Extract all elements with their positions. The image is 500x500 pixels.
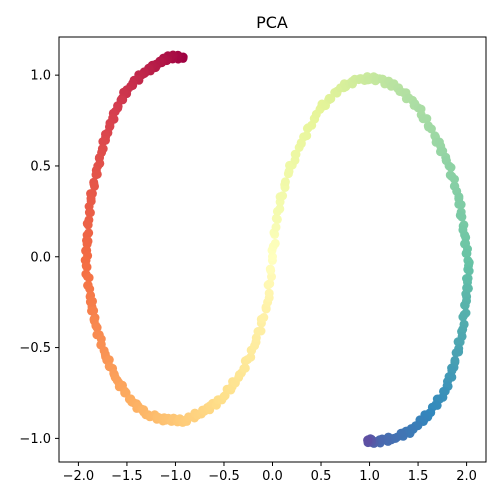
data-point [91,170,101,180]
data-point [256,326,266,336]
x-tick-label: −1.5 [111,469,143,484]
data-point [426,124,436,134]
data-point [268,252,277,262]
scatter-points [80,50,474,448]
data-point [278,191,288,201]
data-point [422,114,432,124]
data-point [461,248,471,258]
data-point [280,177,290,187]
data-point [90,181,99,191]
data-point [464,266,474,276]
data-point [458,312,468,322]
data-point [363,435,373,445]
x-tick-label: 2.0 [456,469,477,484]
chart-title: PCA [256,13,288,32]
x-tick-label: −2.0 [63,469,95,484]
data-point [275,204,285,214]
x-axis: −2.0 −1.5 −1.0 −0.5 0.0 0.5 1.0 1.5 2.0 [63,462,477,484]
data-point [450,174,459,184]
data-point [92,323,102,333]
data-point [246,352,256,362]
data-point [83,220,93,230]
data-point [446,163,456,172]
data-point [240,363,250,373]
data-point [265,264,275,274]
y-tick-label: 0.0 [30,250,51,265]
data-point [259,313,269,322]
data-point [265,279,275,289]
y-tick-label: 1.0 [30,69,51,84]
data-point [291,149,301,159]
data-point [451,348,461,358]
x-tick-label: −1.0 [160,469,192,484]
x-tick-label: 0.5 [311,469,332,484]
data-point [457,212,467,222]
x-tick-label: −0.5 [208,469,240,484]
data-point [271,222,281,232]
data-point [98,137,108,147]
data-point [456,200,466,210]
y-tick-label: 0.5 [30,159,51,174]
data-point [302,131,312,141]
data-point [453,337,463,347]
y-axis: −1.0 −0.5 0.0 0.5 1.0 [19,69,59,447]
data-point [85,208,95,218]
data-point [89,306,99,316]
data-point [264,288,274,298]
x-tick-label: 0.0 [262,469,283,484]
data-point [460,301,470,310]
x-tick-label: 1.5 [408,469,429,484]
x-tick-label: 1.0 [359,469,380,484]
y-tick-label: −0.5 [19,341,51,356]
data-point [82,262,92,272]
data-point [84,273,94,283]
data-point [271,213,281,223]
y-tick-label: −1.0 [19,432,51,447]
data-point [270,238,280,248]
data-point [104,355,114,365]
